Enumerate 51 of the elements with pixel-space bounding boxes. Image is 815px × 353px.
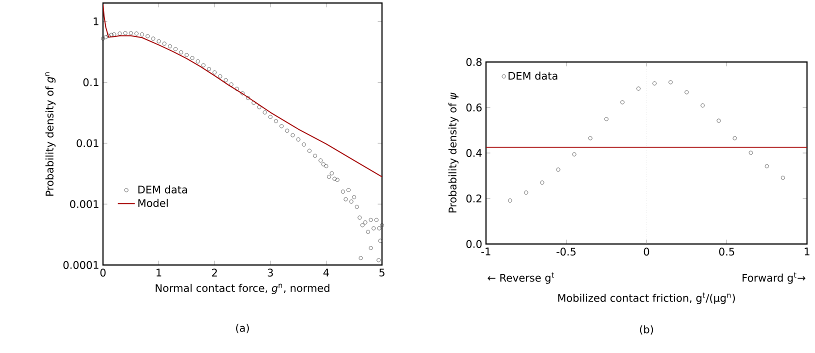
y-tick-label: 0.2 [466, 194, 482, 202]
x-axis-title: Mobilized contact friction, g$^{t}$/(μg$^{n}$) [558, 292, 735, 304]
point [716, 118, 721, 123]
text: (a) [236, 324, 249, 334]
legend-label: DEM data [508, 72, 558, 80]
point [684, 90, 689, 94]
point [700, 103, 705, 108]
y-tick-label: 0.0 [466, 240, 482, 248]
y-axis-title: Probability density of g$^{n}$ [45, 72, 56, 196]
text: Forward g$^{t}$→ [742, 272, 806, 284]
x-tick-label: 5 [379, 268, 384, 276]
y-tick-label: 0.01 [76, 139, 98, 148]
y-tick-label: 0.0001 [63, 261, 98, 269]
x-tick-label: 1 [156, 268, 162, 276]
point [668, 80, 673, 84]
point [588, 136, 592, 140]
line-series [103, 4, 382, 178]
y-tick-label: 1 [94, 18, 98, 26]
text: ← Reverse g$^{t}$ [488, 272, 554, 284]
point [572, 152, 576, 156]
x-tick-label: 0.5 [719, 248, 734, 256]
point [764, 164, 769, 168]
y-tick-label: 0.4 [466, 149, 482, 157]
x-tick-label: 4 [323, 268, 329, 276]
y-axis-title: Probability density of ψ [448, 92, 459, 212]
x-tick-label: 0 [644, 248, 650, 256]
y-tick-label: 0.1 [83, 78, 98, 86]
point [604, 117, 608, 122]
y-tick-label: 0.001 [70, 200, 98, 208]
point [556, 168, 560, 172]
x-tick-label: -0.5 [556, 248, 576, 256]
x-tick-label: -1 [481, 248, 490, 256]
point [636, 86, 640, 91]
point [540, 180, 544, 185]
x-axis-title: Normal contact force, g$^{n}$, normed [156, 284, 330, 294]
point [780, 176, 785, 180]
y-tick-label: 0.6 [466, 104, 482, 112]
point [620, 100, 624, 104]
point [524, 190, 528, 195]
point [508, 198, 512, 203]
point [652, 81, 657, 86]
legend-label: Model [138, 198, 168, 207]
x-tick-label: 2 [212, 268, 217, 276]
y-tick-label: 0.8 [466, 58, 482, 66]
point [732, 136, 737, 140]
x-tick-label: 0 [100, 268, 106, 277]
x-tick-label: 1 [804, 248, 810, 256]
text: (b) [640, 325, 654, 335]
point [748, 150, 753, 155]
x-tick-label: 3 [268, 268, 273, 277]
legend-label: DEM data [138, 185, 187, 194]
